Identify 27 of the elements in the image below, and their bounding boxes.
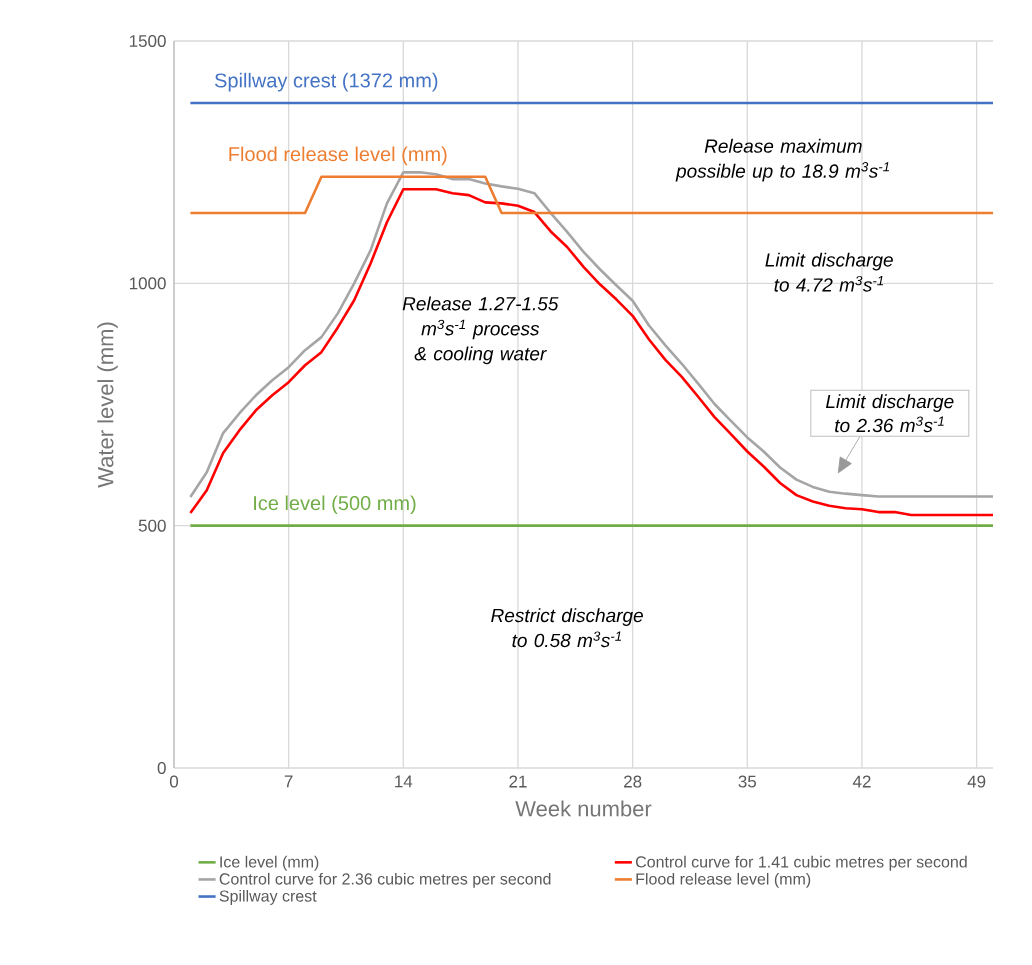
y-axis-title: Water level (mm) <box>97 322 118 488</box>
x-tick-label: 49 <box>967 775 986 788</box>
annotation: Release 1.27-1.55 m$^{3}$s$^{-1}$ process & cooling water <box>402 296 559 365</box>
x-tick-label: 0 <box>169 775 179 788</box>
legend-label: Spillway crest <box>219 889 317 905</box>
y-tick-label: 0 <box>157 761 166 775</box>
annotation: Flood release level (mm) <box>229 146 447 166</box>
x-tick-label: 42 <box>852 775 871 788</box>
y-tick-label: 1000 <box>129 277 166 290</box>
annotation: Spillway crest (1372 mm) <box>215 72 438 92</box>
y-tick-label: 500 <box>138 519 166 532</box>
x-tick-label: 35 <box>738 775 757 788</box>
annotation: Restrict discharge to 0.58 m$^{3}$s$^{-1}$ <box>491 608 643 648</box>
legend-label: Control curve for 1.41 cubic metres per second <box>635 855 967 871</box>
x-tick-label: 14 <box>395 775 413 788</box>
x-tick-label: 28 <box>624 775 642 788</box>
y-tick-label: 1500 <box>129 34 166 48</box>
annotation: Limit discharge to 4.72 m$^{3}$s$^{-1}$ <box>765 252 893 292</box>
annotation: Limit discharge to 2.36 m$^{3}$s$^{-1}$ <box>825 394 954 433</box>
legend-label: Control curve for 2.36 cubic metres per second <box>219 872 551 888</box>
x-axis-title: Week number <box>515 800 652 817</box>
x-tick-label: 21 <box>509 775 527 788</box>
legend-label: Ice level (mm) <box>220 855 319 871</box>
annotation: Ice level (500 mm) <box>254 495 416 515</box>
legend-label: Flood release level (mm) <box>636 872 811 888</box>
annotation: Release maximum possible up to 18.9 m$^{3}$s$^{-1}$ <box>675 138 889 182</box>
x-tick-label: 7 <box>284 775 293 788</box>
